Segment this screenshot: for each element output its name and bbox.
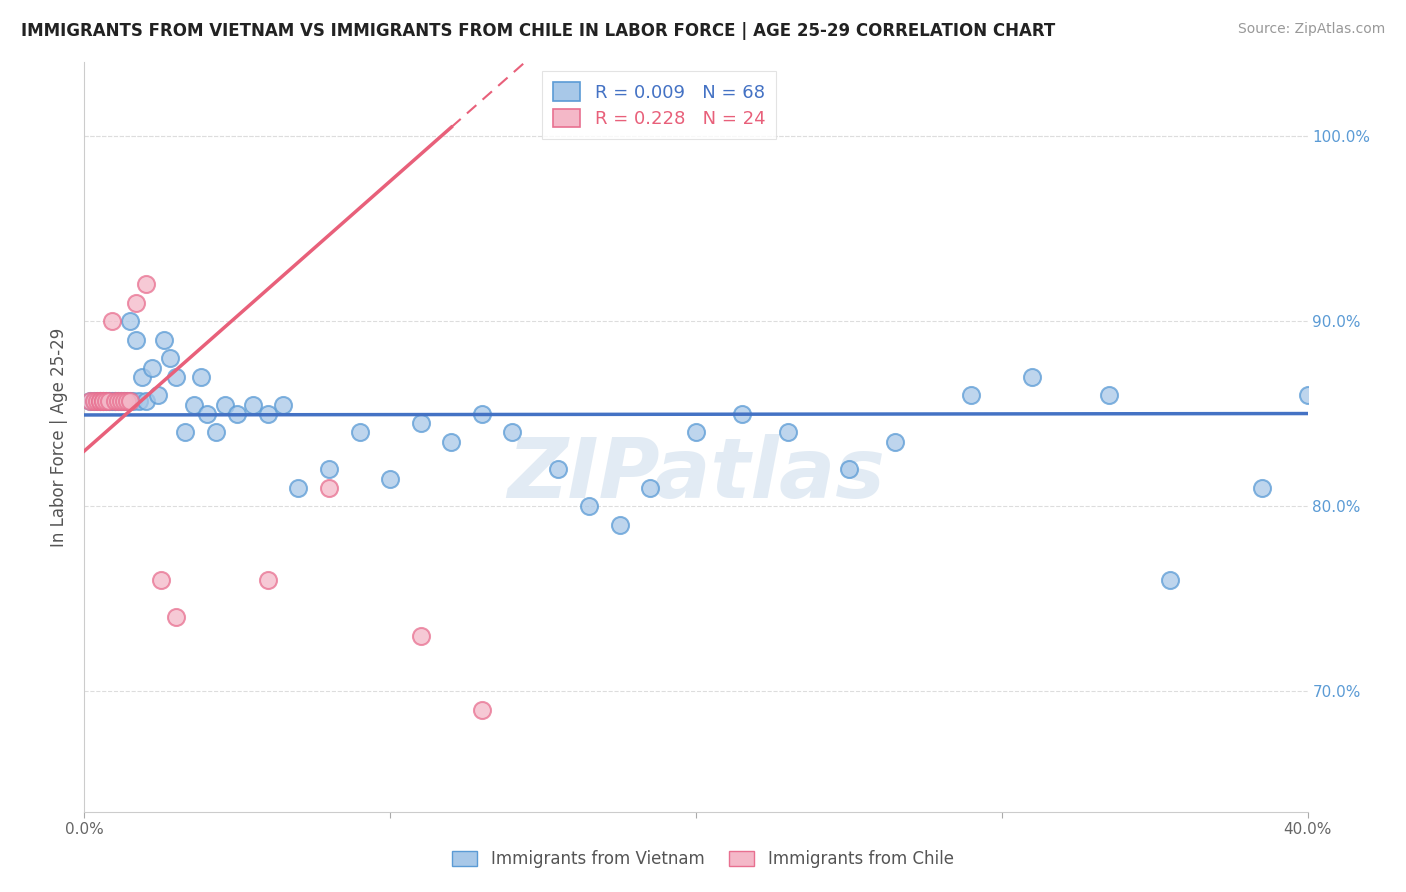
Point [89, 394, 111, 409]
Point [115, 394, 138, 409]
Point [110, 394, 132, 409]
Point [731, 407, 754, 421]
Point [112, 394, 135, 409]
Point [94, 394, 117, 409]
Point [120, 394, 142, 409]
Point [318, 481, 340, 495]
Text: IMMIGRANTS FROM VIETNAM VS IMMIGRANTS FROM CHILE IN LABOR FORCE | AGE 25-29 CORR: IMMIGRANTS FROM VIETNAM VS IMMIGRANTS FR… [21, 22, 1056, 40]
Point [146, 388, 169, 402]
Point [120, 394, 142, 409]
Point [135, 394, 157, 409]
Point [1250, 481, 1272, 495]
Point [104, 394, 127, 409]
Point [838, 462, 860, 476]
Point [195, 407, 218, 421]
Point [101, 314, 124, 328]
Point [125, 296, 148, 310]
Point [112, 394, 135, 409]
Point [104, 394, 127, 409]
Point [257, 407, 280, 421]
Point [89, 394, 111, 409]
Point [141, 360, 163, 375]
Point [578, 500, 600, 514]
Point [122, 394, 145, 409]
Point [101, 394, 124, 409]
Point [409, 416, 432, 430]
Point [409, 629, 432, 643]
Point [135, 277, 157, 292]
Legend: R = 0.009   N = 68, R = 0.228   N = 24: R = 0.009 N = 68, R = 0.228 N = 24 [543, 71, 776, 139]
Point [91, 394, 114, 409]
Point [120, 314, 142, 328]
Point [104, 394, 127, 409]
Point [685, 425, 707, 440]
Point [115, 394, 138, 409]
Point [883, 434, 905, 449]
Legend: Immigrants from Vietnam, Immigrants from Chile: Immigrants from Vietnam, Immigrants from… [446, 844, 960, 875]
Point [174, 425, 197, 440]
Point [110, 394, 132, 409]
Point [165, 370, 187, 384]
Point [89, 394, 111, 409]
Point [83, 394, 105, 409]
Point [257, 574, 280, 588]
Point [86, 394, 108, 409]
Text: ZIPatlas: ZIPatlas [508, 434, 884, 515]
Point [638, 481, 661, 495]
Point [165, 610, 187, 624]
Text: Source: ZipAtlas.com: Source: ZipAtlas.com [1237, 22, 1385, 37]
Point [107, 394, 129, 409]
Point [1021, 370, 1043, 384]
Point [83, 394, 105, 409]
Point [190, 370, 212, 384]
Y-axis label: In Labor Force | Age 25-29: In Labor Force | Age 25-29 [51, 327, 69, 547]
Point [110, 394, 132, 409]
Point [471, 407, 494, 421]
Point [776, 425, 799, 440]
Point [94, 394, 117, 409]
Point [97, 394, 120, 409]
Point [125, 333, 148, 347]
Point [91, 394, 114, 409]
Point [960, 388, 983, 402]
Point [547, 462, 569, 476]
Point [318, 462, 340, 476]
Point [86, 394, 108, 409]
Point [1098, 388, 1121, 402]
Point [89, 394, 111, 409]
Point [101, 394, 124, 409]
Point [287, 481, 309, 495]
Point [131, 370, 153, 384]
Point [271, 398, 294, 412]
Point [149, 574, 172, 588]
Point [107, 394, 129, 409]
Point [1296, 388, 1319, 402]
Point [159, 351, 181, 366]
Point [609, 518, 631, 533]
Point [380, 472, 402, 486]
Point [97, 394, 120, 409]
Point [91, 394, 114, 409]
Point [97, 394, 120, 409]
Point [79, 394, 101, 409]
Point [112, 394, 135, 409]
Point [91, 394, 114, 409]
Point [107, 394, 129, 409]
Point [205, 425, 228, 440]
Point [94, 394, 117, 409]
Point [128, 394, 150, 409]
Point [1159, 574, 1181, 588]
Point [226, 407, 249, 421]
Point [104, 394, 127, 409]
Point [153, 333, 176, 347]
Point [79, 394, 101, 409]
Point [440, 434, 463, 449]
Point [214, 398, 236, 412]
Point [471, 703, 494, 717]
Point [502, 425, 524, 440]
Point [183, 398, 205, 412]
Point [349, 425, 371, 440]
Point [242, 398, 264, 412]
